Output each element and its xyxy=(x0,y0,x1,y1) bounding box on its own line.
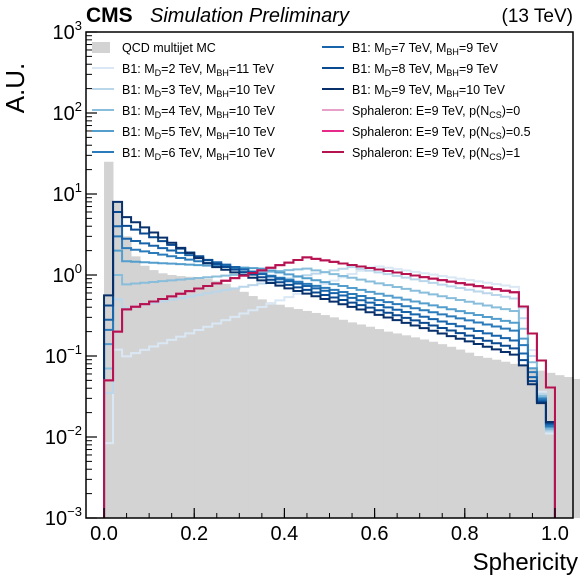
legend-label: B1: MD=8 TeV, MBH=9 TeV xyxy=(352,62,499,78)
qcd-bin xyxy=(347,322,357,518)
qcd-bin xyxy=(149,270,159,518)
y-tick-label: 100 xyxy=(53,261,82,287)
qcd-bin xyxy=(320,315,330,518)
qcd-bin xyxy=(482,357,493,518)
qcd-bin xyxy=(140,265,150,518)
legend-label: B1: MD=5 TeV, MBH=10 TeV xyxy=(122,125,276,141)
y-tick-label: 10−1 xyxy=(45,342,82,368)
qcd-bin xyxy=(563,377,574,518)
qcd-bin xyxy=(527,368,538,518)
qcd-bin xyxy=(266,302,276,518)
qcd-bin xyxy=(131,256,141,518)
x-tick-label: 0.2 xyxy=(180,523,208,545)
x-tick-label: 0.0 xyxy=(90,523,118,545)
y-tick-label: 10−2 xyxy=(45,423,82,449)
qcd-bin xyxy=(365,326,375,518)
series-sph_p1 xyxy=(103,256,556,518)
legend-label: B1: MD=2 TeV, MBH=11 TeV xyxy=(122,62,275,78)
qcd-bin xyxy=(509,363,520,518)
qcd-bin xyxy=(338,319,348,518)
y-tick-label: 10−3 xyxy=(45,504,82,530)
y-axis-title: A.U. xyxy=(0,63,30,114)
x-axis-title: Sphericity xyxy=(473,549,578,576)
qcd-bin xyxy=(167,275,177,518)
qcd-bin xyxy=(518,366,529,518)
series-b1_md7_mbh9 xyxy=(103,225,556,518)
legend-label: B1: MD=9 TeV, MBH=10 TeV xyxy=(352,83,506,99)
qcd-bin xyxy=(122,236,132,518)
qcd-bin xyxy=(302,310,312,518)
legend-label: Sphaleron: E=9 TeV, p(NCS)=0.5 xyxy=(352,125,531,141)
qcd-bin xyxy=(401,335,412,518)
qcd-bin xyxy=(356,324,366,518)
energy-label: (13 TeV) xyxy=(502,6,573,27)
qcd-bin xyxy=(473,356,484,518)
qcd-bin xyxy=(212,280,222,518)
y-tick-label: 101 xyxy=(53,180,82,206)
qcd-bin xyxy=(329,317,339,518)
qcd-bin xyxy=(248,296,258,518)
experiment-label: CMS xyxy=(86,4,133,27)
qcd-bin xyxy=(176,276,186,518)
legend-label: B1: MD=4 TeV, MBH=10 TeV xyxy=(122,104,276,120)
qcd-histogram xyxy=(104,161,580,519)
qcd-bin xyxy=(464,352,475,518)
legend-label: B1: MD=3 TeV, MBH=10 TeV xyxy=(122,83,276,99)
signal-histograms xyxy=(103,200,556,518)
plot-area xyxy=(103,161,580,519)
qcd-bin xyxy=(158,273,168,518)
qcd-bin xyxy=(257,299,267,518)
qcd-bin xyxy=(392,333,403,518)
legend-label: QCD multijet MC xyxy=(122,41,216,55)
qcd-bin xyxy=(410,337,421,518)
qcd-bin xyxy=(437,344,448,518)
qcd-bin xyxy=(311,312,321,518)
qcd-bin xyxy=(383,331,394,518)
x-tick-label: 0.6 xyxy=(361,523,389,545)
x-tick-label: 0.4 xyxy=(271,523,299,545)
y-tick-label: 102 xyxy=(53,99,82,125)
series-b1_md6_mbh10 xyxy=(103,235,556,518)
qcd-bin xyxy=(239,291,249,518)
x-tick-label: 1.0 xyxy=(541,523,569,545)
qcd-bin xyxy=(374,329,385,518)
qcd-bin xyxy=(491,359,502,518)
series-b1_md5_mbh10 xyxy=(103,249,556,518)
qcd-bin xyxy=(428,341,439,518)
qcd-bin xyxy=(221,283,231,518)
legend: QCD multijet MC B1: MD=2 TeV, MBH=11 TeV B… xyxy=(92,41,531,162)
qcd-bin xyxy=(455,349,466,518)
x-ticks: 0.0 0.2 0.4 0.6 0.8 1.0 xyxy=(90,508,569,545)
qcd-bin xyxy=(194,277,204,518)
qcd-bin xyxy=(554,375,565,518)
y-tick-label: 103 xyxy=(53,18,82,44)
qcd-bin xyxy=(230,287,240,518)
qcd-bin xyxy=(203,278,213,518)
legend-label: Sphaleron: E=9 TeV, p(NCS)=1 xyxy=(352,146,520,162)
qcd-bin xyxy=(185,276,195,518)
qcd-bin xyxy=(419,339,430,518)
legend-label: Sphaleron: E=9 TeV, p(NCS)=0 xyxy=(352,104,520,120)
legend-label: B1: MD=6 TeV, MBH=10 TeV xyxy=(122,146,276,162)
qcd-bin xyxy=(536,370,547,518)
qcd-bin xyxy=(113,201,123,518)
qcd-bin xyxy=(275,304,285,518)
legend-swatch xyxy=(92,42,110,53)
y-ticks: 103 102 101 100 10−1 10−2 10−3 xyxy=(45,18,97,530)
x-tick-label: 0.8 xyxy=(451,523,479,545)
series-b1_md3_mbh10 xyxy=(103,266,556,518)
qcd-bin xyxy=(284,307,294,518)
series-b1_md4_mbh10 xyxy=(103,267,556,518)
qcd-bin xyxy=(293,309,303,518)
extra-text: Simulation Preliminary xyxy=(150,5,350,27)
qcd-bin xyxy=(545,372,556,518)
qcd-bin xyxy=(500,361,511,518)
series-b1_md9_mbh10 xyxy=(103,200,556,518)
legend-label: B1: MD=7 TeV, MBH=9 TeV xyxy=(352,41,499,57)
qcd-bin xyxy=(446,346,457,518)
qcd-bin xyxy=(573,379,580,518)
qcd-bin xyxy=(104,161,114,519)
